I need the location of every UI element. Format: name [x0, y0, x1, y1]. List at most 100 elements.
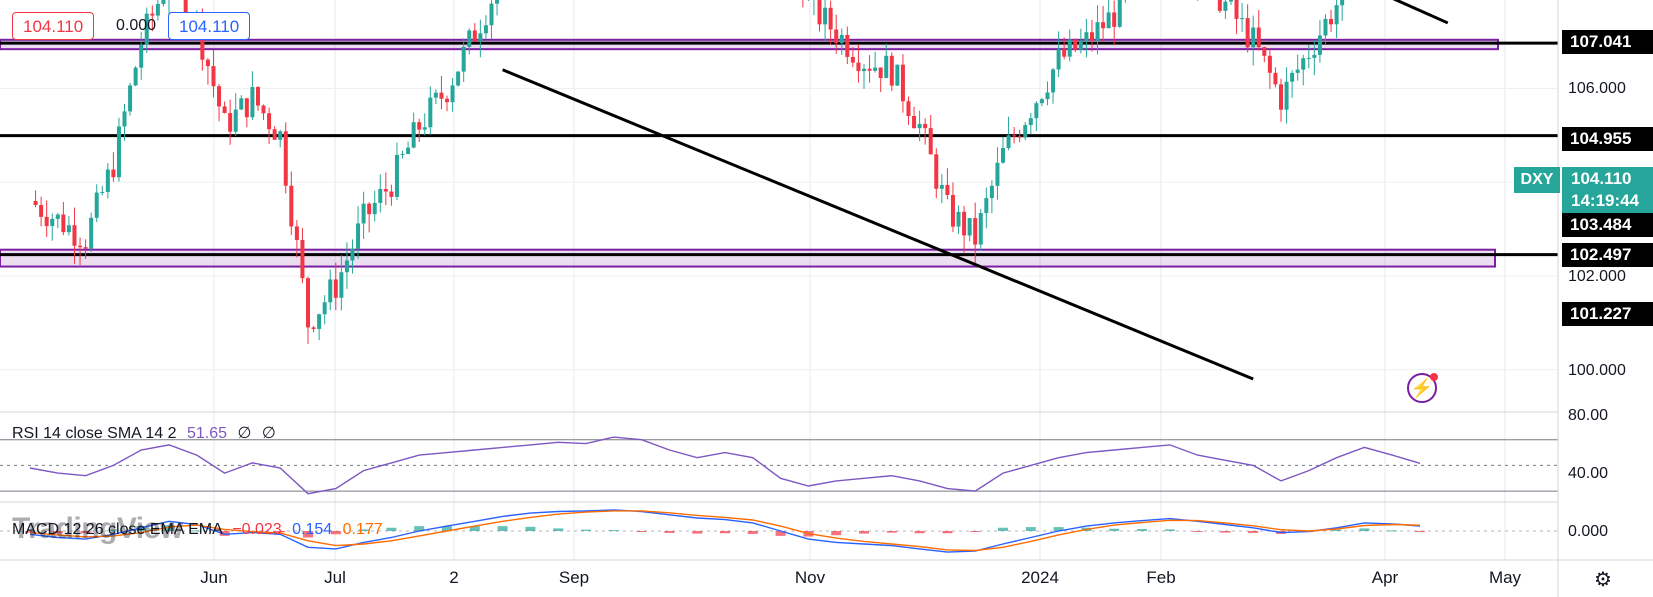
- candle-body: [1101, 22, 1106, 29]
- macd-legend-macd: 0.154: [292, 521, 333, 538]
- candle-body: [1245, 18, 1250, 48]
- candle-body: [100, 191, 105, 193]
- candle-body: [89, 217, 94, 249]
- level-label-102497[interactable]: 102.497: [1562, 243, 1653, 267]
- candle-body: [884, 55, 889, 79]
- macd-hist-bar: [1164, 529, 1175, 531]
- candle-body: [255, 87, 260, 106]
- candle-body: [261, 105, 266, 114]
- candle-body: [923, 123, 928, 129]
- grid-lines: [0, 0, 1558, 560]
- candle-body: [433, 92, 438, 98]
- candle-body: [1045, 92, 1050, 100]
- candle-body: [873, 67, 878, 71]
- macd-hist-bar: [1109, 528, 1120, 531]
- level-label-103484[interactable]: 103.484: [1562, 213, 1653, 237]
- signal-line: [29, 510, 1421, 552]
- candle-body: [895, 64, 900, 86]
- candle-body: [461, 46, 466, 72]
- macd-legend-name: MACD 12 26 close EMA EMA: [12, 521, 222, 538]
- rsi-legend[interactable]: RSI 14 close SMA 14 2 51.65 ∅ ∅: [12, 423, 276, 443]
- candle-body: [1062, 49, 1067, 57]
- time-label-jun: Jun: [200, 568, 228, 587]
- rsi-legend-ma1: ∅: [237, 425, 252, 442]
- level-label-104955[interactable]: 104.955: [1562, 127, 1653, 151]
- candle-body: [967, 218, 972, 236]
- rsi-tick-40: 40.00: [1568, 465, 1609, 482]
- candle-body: [956, 211, 961, 227]
- macd-hist-bar: [1248, 531, 1259, 533]
- rsi-pane: [0, 436, 1558, 495]
- macd-hist-bar: [1192, 531, 1203, 532]
- macd-legend[interactable]: MACD 12 26 close EMA EMA −0.023 0.154 0.…: [12, 521, 383, 539]
- notification-dot: [1430, 373, 1438, 381]
- candle-body: [834, 29, 839, 44]
- macd-hist-bar: [970, 531, 981, 532]
- macd-hist-bar: [1220, 531, 1231, 533]
- candle-body: [1217, 0, 1222, 11]
- candle-body: [912, 116, 917, 129]
- candle-body: [406, 147, 411, 154]
- macd-hist-bar: [219, 531, 230, 536]
- macd-hist-bar: [386, 527, 397, 531]
- candle-body: [1323, 18, 1328, 36]
- time-label-apr: Apr: [1371, 568, 1399, 587]
- candle-body: [450, 85, 455, 103]
- macd-hist-bar: [886, 531, 897, 533]
- macd-hist-bar: [998, 527, 1008, 531]
- candle-body: [1095, 22, 1100, 41]
- candle-body: [1340, 0, 1345, 6]
- candle-body: [133, 67, 138, 86]
- candle-body: [339, 272, 344, 298]
- rsi-tick-80: 80.00: [1568, 407, 1609, 424]
- tradingview-logo: TradingView: [12, 512, 183, 545]
- macd-hist-bar: [581, 529, 591, 531]
- candle-body: [300, 239, 305, 279]
- candle-body: [900, 64, 905, 102]
- candle-body: [845, 34, 850, 57]
- open-price-box[interactable]: 104.110: [12, 12, 95, 40]
- candle-body: [39, 205, 44, 217]
- candle-body: [228, 113, 233, 132]
- candle-body: [1056, 49, 1061, 70]
- macd-legend-signal: 0.177: [342, 521, 383, 538]
- candle-body: [128, 85, 133, 112]
- candle-body: [1301, 58, 1306, 70]
- time-label-jul: Jul: [324, 568, 346, 587]
- candle-body: [1017, 136, 1022, 138]
- candle-body: [244, 98, 249, 118]
- candle-body: [1034, 103, 1039, 119]
- candle-body: [328, 279, 333, 303]
- candle-body: [83, 247, 88, 249]
- candle-body: [400, 153, 405, 155]
- candle-body: [1106, 12, 1111, 29]
- candle-body: [317, 314, 322, 329]
- horizontal-levels: [0, 41, 1558, 257]
- candle-body: [1084, 32, 1089, 41]
- level-label-107041[interactable]: 107.041: [1562, 30, 1653, 54]
- level-label-101227[interactable]: 101.227: [1562, 302, 1653, 326]
- candle-body: [1117, 0, 1122, 27]
- candle-body: [1329, 18, 1334, 25]
- macd-hist-bar: [1137, 529, 1147, 531]
- macd-hist-bar: [303, 531, 313, 538]
- candle-body: [489, 3, 494, 26]
- candle-body: [1112, 12, 1117, 27]
- gear-icon[interactable]: ⚙: [1594, 569, 1612, 591]
- lightning-icon[interactable]: ⚡: [1407, 373, 1437, 403]
- candle-body: [94, 192, 99, 218]
- macd-hist-bar: [720, 531, 730, 534]
- candle-body: [984, 198, 989, 214]
- candle-body: [1317, 35, 1322, 55]
- time-label-2: 2: [449, 568, 459, 587]
- close-price-box[interactable]: 104.110: [168, 12, 251, 40]
- candle-body: [1078, 40, 1083, 50]
- candle-body: [250, 87, 255, 118]
- macd-hist-bar: [191, 530, 202, 532]
- candle-body: [495, 0, 500, 4]
- candle-body: [367, 203, 372, 215]
- time-label-nov: Nov: [794, 568, 826, 587]
- candle-body: [1051, 69, 1056, 93]
- candle-body: [989, 185, 994, 199]
